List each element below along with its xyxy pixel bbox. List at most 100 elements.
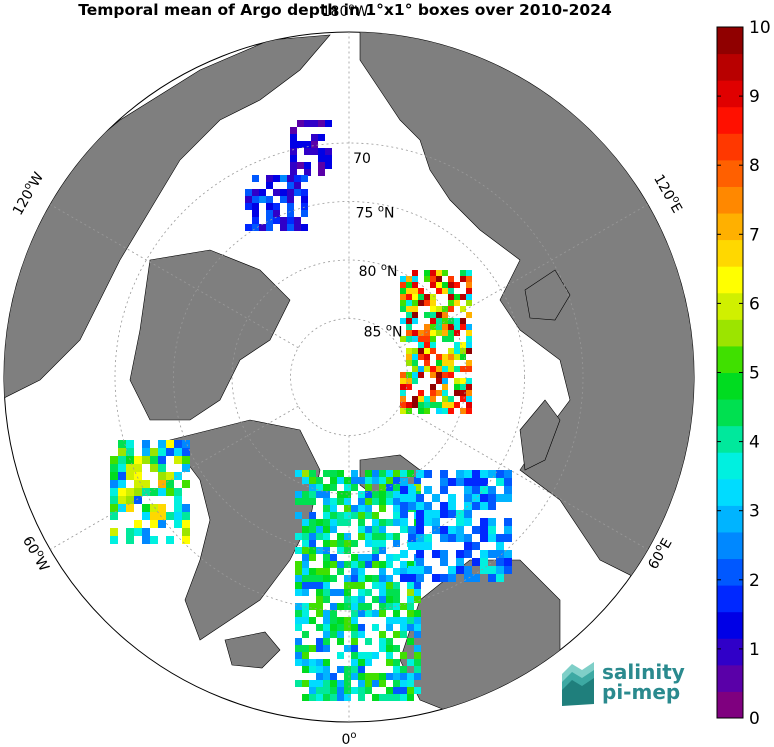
data-cell	[323, 659, 330, 666]
data-cell	[309, 470, 316, 477]
data-cell	[301, 224, 308, 231]
data-cell	[393, 554, 400, 561]
data-cell	[400, 494, 408, 502]
data-cell	[436, 318, 442, 324]
data-cell	[318, 134, 325, 141]
data-cell	[323, 617, 330, 624]
data-cell	[454, 384, 460, 390]
data-cell	[302, 561, 309, 568]
data-cell	[280, 175, 287, 182]
data-cell	[126, 472, 134, 480]
data-cell	[432, 550, 440, 558]
data-cell	[504, 558, 512, 566]
data-cell	[372, 547, 379, 554]
data-cell	[416, 542, 424, 550]
data-cell	[466, 360, 472, 366]
data-cell	[316, 603, 323, 610]
data-cell	[393, 680, 400, 687]
data-cell	[358, 533, 365, 540]
data-cell	[436, 402, 442, 408]
data-cell	[406, 300, 412, 306]
data-cell	[351, 624, 358, 631]
data-cell	[496, 558, 504, 566]
data-cell	[372, 526, 379, 533]
data-cell	[358, 680, 365, 687]
data-cell	[290, 169, 297, 176]
data-cell	[134, 456, 142, 464]
data-cell	[454, 354, 460, 360]
data-cell	[311, 141, 318, 148]
data-cell	[418, 342, 424, 348]
data-cell	[295, 561, 302, 568]
data-cell	[386, 582, 393, 589]
data-cell	[330, 673, 337, 680]
data-cell	[304, 141, 311, 148]
data-cell	[304, 169, 311, 176]
data-cell	[379, 533, 386, 540]
map-title: Temporal mean of Argo depth in 1°x1° box…	[78, 1, 612, 19]
data-cell	[302, 617, 309, 624]
data-cell	[406, 318, 412, 324]
data-cell	[442, 378, 448, 384]
data-cell	[406, 288, 412, 294]
data-cell	[454, 294, 460, 300]
data-cell	[309, 526, 316, 533]
data-cell	[448, 526, 456, 534]
data-cell	[393, 687, 400, 694]
data-cell	[386, 603, 393, 610]
data-cell	[496, 566, 504, 574]
data-cell	[301, 196, 308, 203]
data-cell	[379, 484, 386, 491]
data-cell	[358, 498, 365, 505]
data-cell	[454, 282, 460, 288]
data-cell	[393, 519, 400, 526]
data-cell	[393, 631, 400, 638]
data-cell	[316, 610, 323, 617]
data-cell	[464, 566, 472, 574]
colorbar-band	[717, 53, 743, 81]
data-cell	[472, 478, 480, 486]
data-cell	[287, 217, 294, 224]
data-cell	[400, 624, 407, 631]
data-cell	[406, 384, 412, 390]
data-cell	[266, 203, 273, 210]
data-cell	[393, 512, 400, 519]
data-cell	[150, 488, 158, 496]
data-cell	[302, 610, 309, 617]
data-cell	[316, 680, 323, 687]
data-cell	[295, 498, 302, 505]
data-cell	[309, 568, 316, 575]
data-cell	[316, 547, 323, 554]
data-cell	[344, 561, 351, 568]
data-cell	[110, 456, 118, 464]
data-cell	[454, 390, 460, 396]
data-cell	[400, 526, 407, 533]
data-cell	[302, 645, 309, 652]
data-cell	[393, 659, 400, 666]
data-cell	[174, 448, 182, 456]
data-cell	[436, 390, 442, 396]
colorbar-band	[717, 531, 743, 560]
data-cell	[414, 631, 421, 638]
data-cell	[448, 330, 454, 336]
data-cell	[316, 659, 323, 666]
colorbar-band	[717, 505, 743, 533]
data-cell	[259, 224, 266, 231]
data-cell	[323, 519, 330, 526]
data-cell	[408, 542, 416, 550]
data-cell	[406, 324, 412, 330]
graticule	[50, 32, 648, 722]
data-cell	[358, 526, 365, 533]
data-cell	[372, 519, 379, 526]
data-cell	[416, 534, 424, 542]
data-cell	[407, 638, 414, 645]
data-cell	[460, 270, 466, 276]
data-cell	[330, 484, 337, 491]
data-cell	[406, 372, 412, 378]
data-cell	[302, 694, 309, 701]
salinity-pimep-logo: salinity pi-mep	[560, 660, 700, 706]
data-cell	[386, 624, 393, 631]
data-cell	[412, 336, 418, 342]
data-cell	[316, 673, 323, 680]
data-cell	[379, 568, 386, 575]
